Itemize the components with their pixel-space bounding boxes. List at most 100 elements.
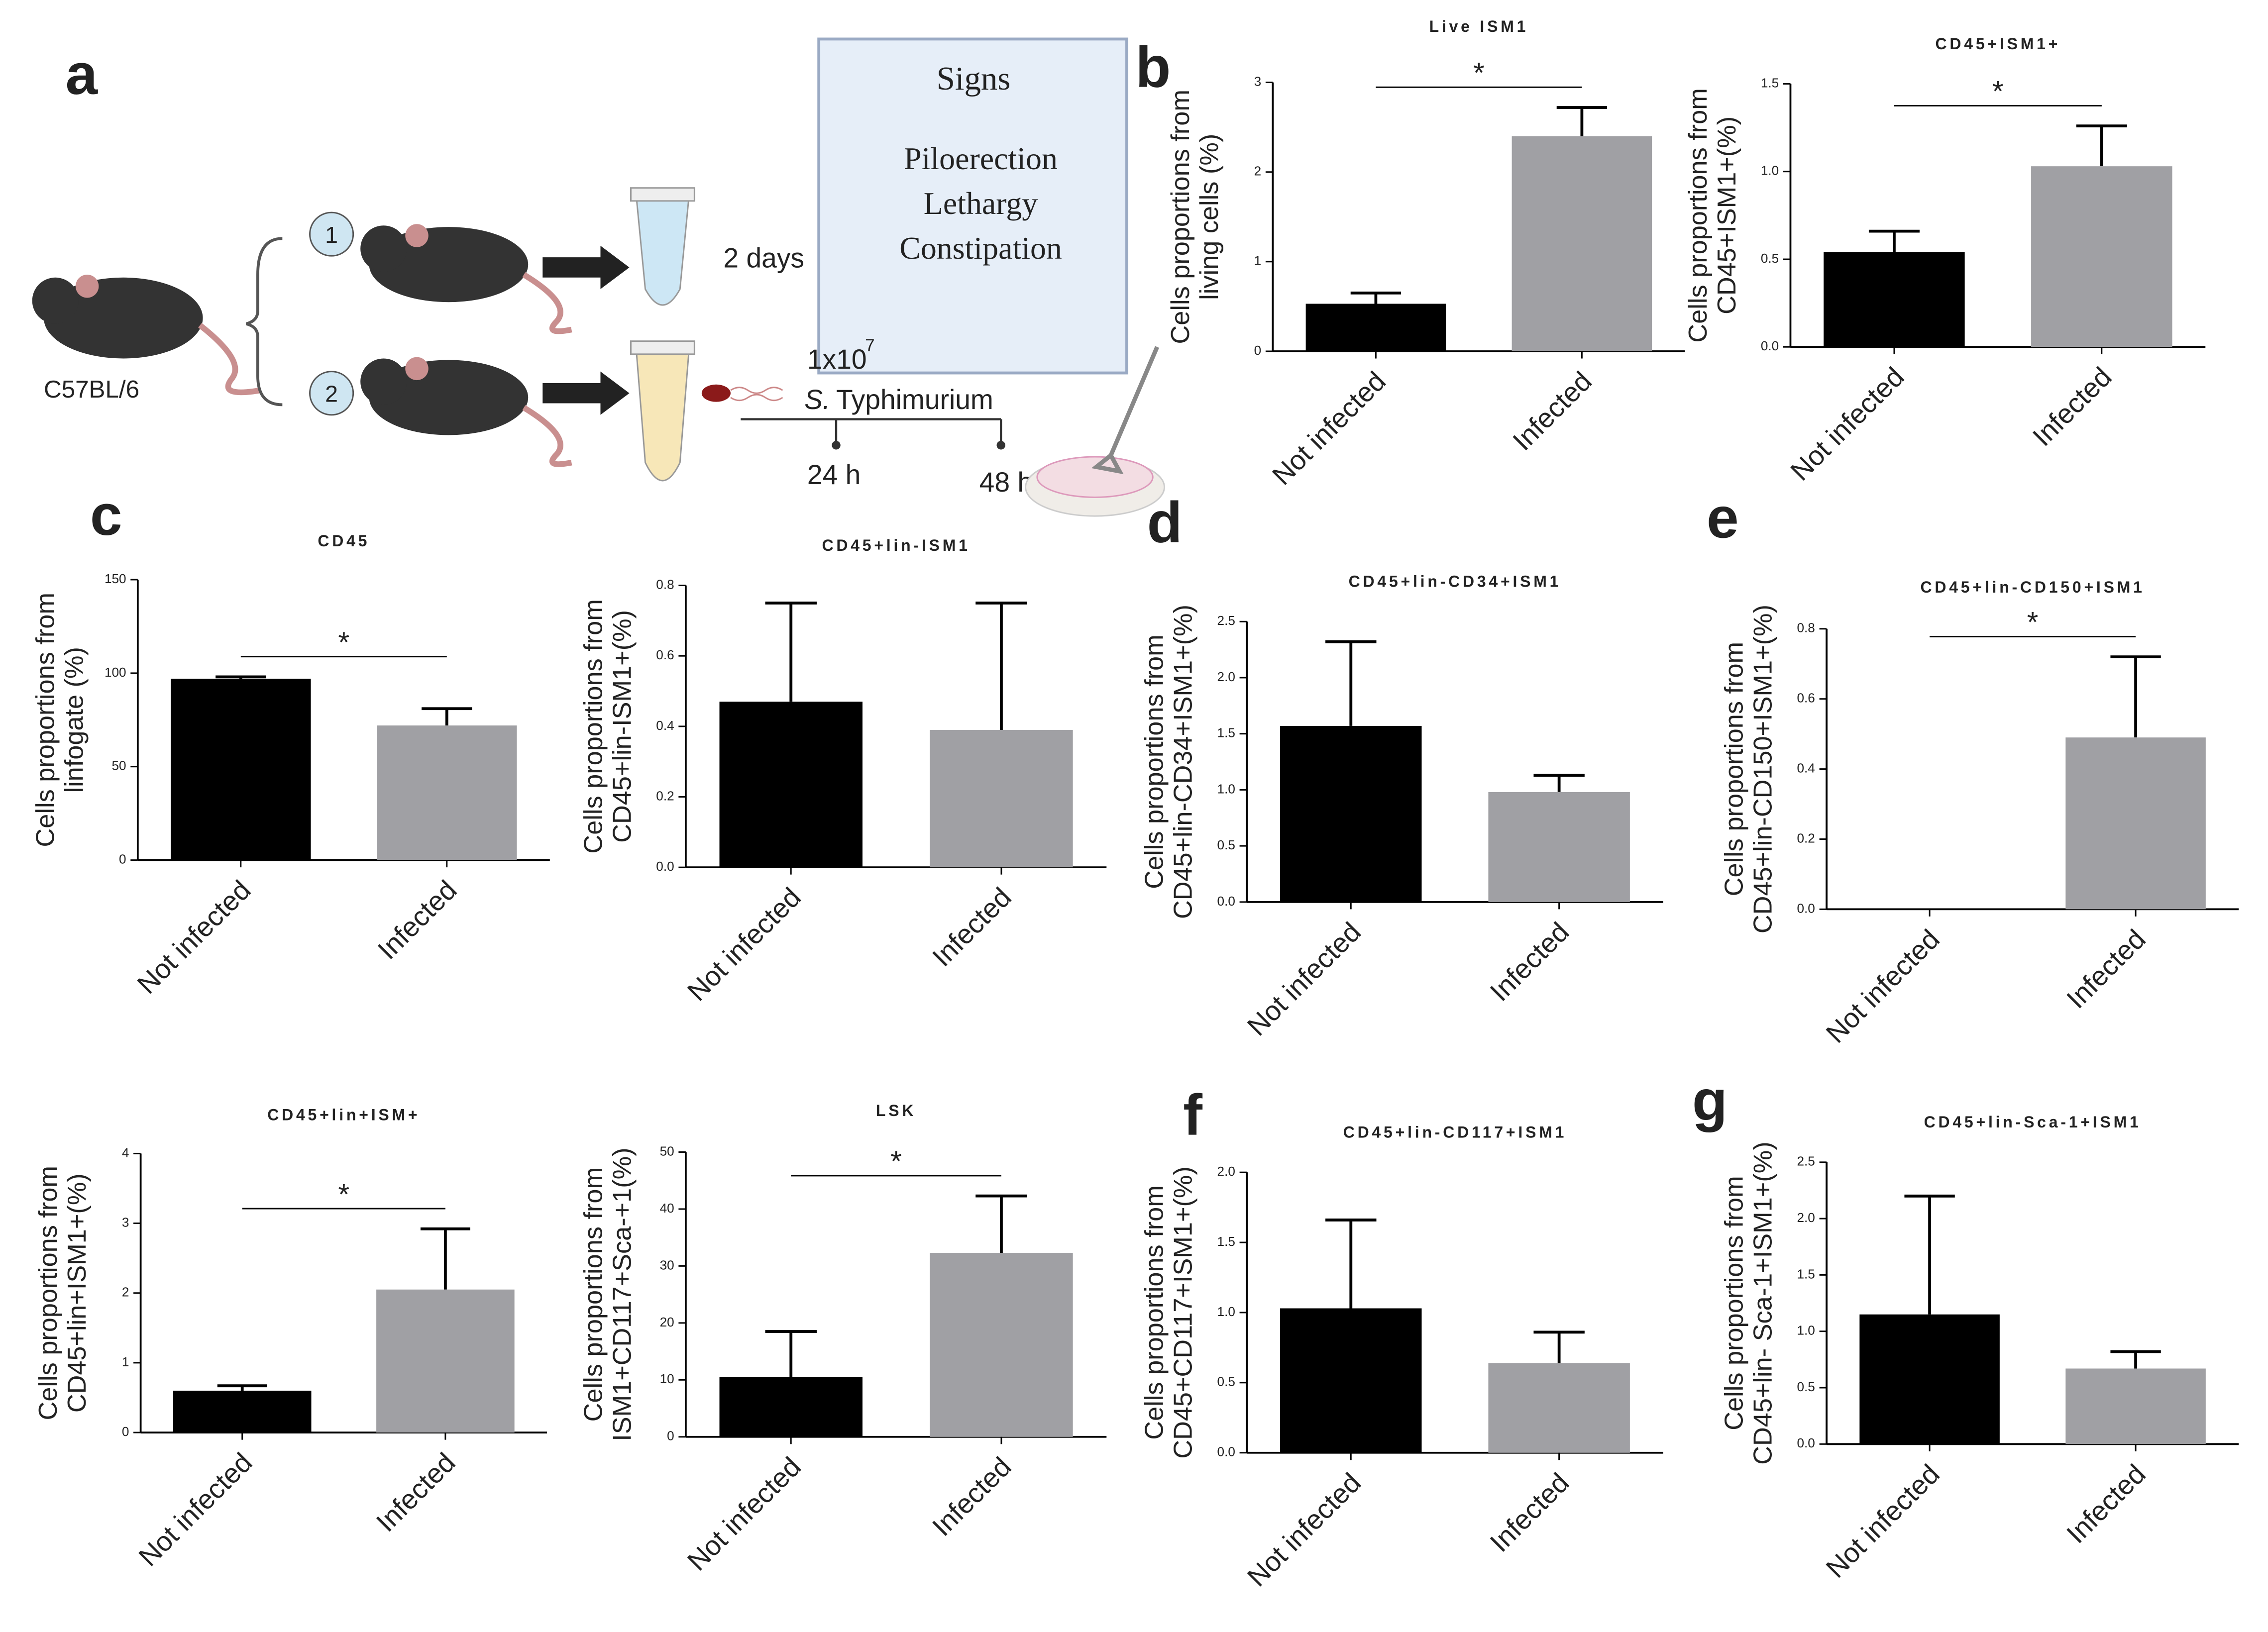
chart-title: LSK	[876, 1102, 916, 1120]
dose: 1x10	[807, 344, 867, 375]
y-axis-label: Cells proportions from	[1684, 88, 1713, 342]
y-axis-label: CD45+lin-CD150+ISM1+(%)	[1749, 605, 1778, 933]
tube-cap	[630, 187, 695, 202]
mouse-icons	[32, 224, 572, 467]
x-tick-label: Infected	[1507, 366, 1598, 457]
y-axis-label: CD45+lin-ISM1+(%)	[608, 610, 637, 843]
bar	[719, 1377, 863, 1437]
significance-label: *	[1473, 57, 1485, 90]
y-axis-label: CD45+lin- Sca-1+ISM1+(%)	[1749, 1141, 1778, 1464]
y-tick-label: 0.5	[1797, 1379, 1815, 1394]
group-circle	[309, 371, 354, 416]
inoculation-loop	[1091, 346, 1159, 475]
bar	[2031, 166, 2172, 347]
chart-title: CD45+ISM1+	[1936, 35, 2061, 53]
x-tick-label: Infected	[926, 1451, 1017, 1542]
timepoint	[996, 441, 1005, 450]
panel-label: b	[1135, 34, 1171, 99]
x-tick-label: Infected	[1484, 1467, 1575, 1558]
bar	[2065, 1368, 2206, 1444]
group-circle	[309, 211, 354, 257]
panel-label: e	[1707, 486, 1739, 550]
y-tick-label: 0.8	[656, 577, 674, 592]
y-tick-label: 0.0	[1797, 1435, 1815, 1450]
chart-title: CD45+lin-CD34+ISM1	[1349, 573, 1562, 591]
chart-title: CD45+lin-CD150+ISM1	[1920, 578, 2145, 596]
arrow	[542, 371, 630, 415]
bar-chart: CD45+lin-CD150+ISM1 e 0.0 0.2 0.4 0.6 0.8 Cells…	[1707, 486, 2239, 1049]
y-tick-label: 0.6	[656, 647, 674, 662]
y-tick-label: 0.0	[656, 859, 674, 874]
y-tick-label: 3	[1254, 74, 1262, 89]
panel-label: g	[1692, 1068, 1728, 1133]
bar-chart: CD45+lin+ISM+ 0 1 2 3 4 Cells proportions from…	[34, 1106, 547, 1572]
significance-label: *	[338, 626, 349, 659]
bar-chart: CD45+ISM1+ 0.0 0.5 1.0 1.5 Cells proportions …	[1684, 35, 2206, 487]
x-tick-label: Infected	[370, 1447, 461, 1538]
bar	[930, 1253, 1073, 1437]
bar	[1280, 725, 1422, 902]
x-tick-label: Not infected	[1266, 366, 1392, 491]
chart-title: CD45+lin+ISM+	[267, 1106, 420, 1124]
x-tick-label: Infected	[2060, 1458, 2152, 1549]
bar	[1305, 304, 1446, 351]
bar-chart: CD45+lin-Sca-1+ISM1 g 0.0 0.5 1.0 1.5 2.0 2.5 Ce…	[1692, 1068, 2239, 1584]
y-tick-label: 0.0	[1761, 338, 1779, 353]
y-tick-label: 0	[122, 1424, 129, 1439]
bar	[171, 679, 311, 860]
bar	[376, 1289, 515, 1433]
bar	[1488, 792, 1630, 902]
x-tick-label: Infected	[2060, 923, 2152, 1015]
x-tick-label: Infected	[1484, 916, 1575, 1007]
bar	[719, 702, 863, 868]
y-tick-label: 1.5	[1797, 1266, 1815, 1281]
bar-chart: CD45 c 0 50 100 150 Cells proportions from linf…	[31, 483, 550, 1000]
sign: Constipation	[899, 230, 1062, 266]
y-tick-label: 2.0	[1217, 1164, 1235, 1179]
time-label: 24 h	[807, 459, 861, 490]
x-tick-label: Not infected	[1820, 1458, 1945, 1584]
y-tick-label: 1.5	[1761, 75, 1779, 90]
x-tick-label: Not infected	[1241, 916, 1367, 1041]
bar	[173, 1390, 312, 1433]
timeline	[741, 418, 1002, 445]
y-tick-label: 0.5	[1217, 837, 1235, 852]
bar	[1488, 1363, 1630, 1453]
y-axis-label: CD45+lin+ISM1+(%)	[63, 1173, 92, 1413]
x-tick-label: Not infected	[1241, 1467, 1367, 1592]
panel-label: c	[90, 483, 122, 547]
y-tick-label: 10	[660, 1371, 674, 1386]
chart-title: CD45+lin-CD117+ISM1	[1343, 1123, 1567, 1141]
chart-title: Live ISM1	[1429, 17, 1529, 35]
y-axis-label: Cells proportions from	[31, 593, 60, 847]
species: S.	[804, 384, 830, 415]
y-axis-label: Cells proportions from	[1720, 642, 1749, 896]
y-axis-label: CD45+CD117+ISM1+(%)	[1169, 1166, 1198, 1458]
y-tick-label: 1.0	[1217, 1304, 1235, 1319]
bar	[1824, 252, 1965, 347]
duration: 2 days	[723, 242, 804, 273]
y-axis-label: Cells proportions from	[1140, 634, 1169, 889]
y-tick-label: 1.0	[1797, 1323, 1815, 1338]
y-tick-label: 20	[660, 1315, 674, 1329]
time-label: 48 h	[979, 467, 1033, 498]
y-tick-label: 2	[1254, 164, 1262, 179]
x-tick-label: Not infected	[132, 1447, 258, 1572]
y-tick-label: 2.5	[1217, 613, 1235, 628]
bar-chart: LSK 0 10 20 30 40 50 Cells proportions from ISM1…	[579, 1102, 1107, 1576]
chart-title: CD45+lin-Sca-1+ISM1	[1924, 1113, 2142, 1131]
y-tick-label: 0.5	[1761, 251, 1779, 266]
y-tick-label: 0.2	[656, 788, 674, 803]
bar-chart: Live ISM1 b 0 1 2 3 Cells proportions from livi…	[1135, 17, 1685, 491]
x-tick-label: Not infected	[681, 1451, 807, 1576]
y-axis-label: CD45+ISM1+(%)	[1713, 116, 1741, 314]
y-tick-label: 0.0	[1217, 1444, 1235, 1459]
y-tick-label: 0.5	[1217, 1374, 1235, 1389]
x-tick-label: Infected	[372, 874, 463, 965]
x-tick-label: Not infected	[1820, 923, 1945, 1049]
y-axis-label: living cells (%)	[1195, 134, 1224, 300]
y-tick-label: 150	[105, 571, 126, 586]
bar	[2065, 737, 2206, 910]
panel-label: d	[1147, 490, 1183, 554]
